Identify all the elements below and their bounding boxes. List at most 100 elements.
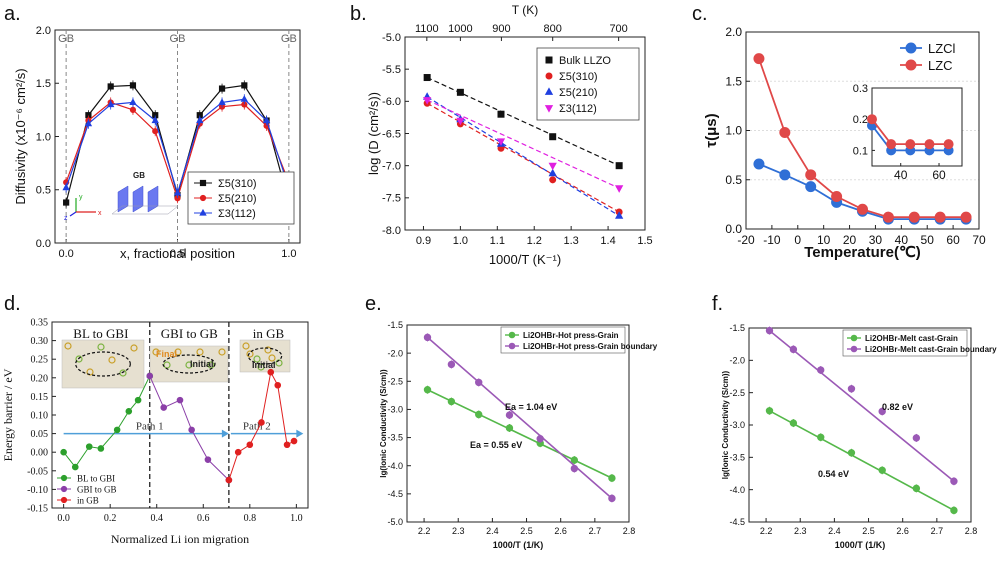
x-axis-title: 1000/T (K⁻¹) [489,252,561,267]
data-point [456,117,465,126]
x-tick-label: 2.6 [554,526,567,536]
x-tick-label: 50 [921,233,935,247]
x-tick-label: 1.1 [490,235,505,247]
data-point [805,181,817,193]
data-point [267,368,275,376]
x-axis-title: x, fractional position [120,246,235,261]
inset-data-point [924,139,935,150]
y-tick-label: -4.5 [729,517,745,527]
legend-label: Σ3(112) [218,208,256,220]
top-tick-label: 700 [609,23,627,35]
panel-c: c. -20 -10 0 10 20 30 40 50 60 70 0.0 0.5 1.0 1.5 2.0 0.… [692,3,986,261]
data-point [125,407,133,415]
x-tick-label: 1.2 [527,235,542,247]
legend-marker [545,56,553,64]
legend-label: Bulk LLZO [559,55,611,67]
data-point [240,95,249,102]
y-tick-label: -6.0 [382,96,401,108]
y-axis-title: Energy barrier / eV [1,368,15,461]
legend-marker [60,496,68,504]
data-point [218,98,226,105]
legend-marker [60,474,68,482]
top-tick-label: 1000 [448,23,472,35]
legend-marker [545,72,553,80]
x-tick-label: 0.0 [57,513,70,524]
x-tick-label: 0.8 [244,513,257,524]
y-tick-label: -7.5 [382,193,401,205]
y-tick-label: 2.0 [725,25,742,39]
data-point [113,426,121,434]
y-tick-label: -2.5 [387,376,403,386]
x-tick-label: 2.3 [794,526,807,536]
gb-block [132,185,144,213]
data-point [423,74,431,82]
inset-initial-label: Initial [190,359,214,369]
gb-inset: GB y z x [64,171,179,222]
data-point [779,126,791,138]
data-point [151,116,159,124]
y-tick-label: -3.0 [729,420,745,430]
data-point [225,476,233,484]
atom-ring [152,348,160,356]
atom-ring [257,363,265,371]
panel-label: e. [365,293,382,315]
y-tick-label: -6.5 [382,128,401,140]
y-tick-label: 0.0 [36,238,51,250]
atom-ring [253,355,261,363]
y-axis-title: lg(Ionic Conductivity (S/cm)) [721,370,730,479]
axis-z-arrow [69,211,77,217]
data-point [176,396,184,404]
x-axis-title: 1000/T (1/K) [835,540,886,550]
x-tick-label: 2.8 [965,526,978,536]
data-point [196,116,204,124]
inset-x-tick-label: 40 [894,168,908,182]
atom-ring [86,368,94,376]
legend-label: Σ3(112) [559,103,597,115]
y-tick-label: 0.35 [31,318,49,329]
y-tick-label: 0.30 [31,336,49,347]
data-point [817,366,825,374]
legend-box [536,47,640,121]
region-label: BL to GBI [73,326,128,341]
legend-marker [905,42,917,54]
data-point [831,190,843,202]
y-tick-label: -3.5 [387,433,403,443]
legend-box [842,329,968,357]
y-tick-label: 0.0 [725,222,742,236]
legend-marker [60,485,68,493]
legend-label: LZC [928,58,953,73]
series-line [149,375,230,481]
data-point [882,211,894,223]
data-point [262,116,271,124]
panel-b: b. 0.9 1.0 1.1 1.2 1.3 1.4 1.5 -5.0 -5.5 -6.0 -6.5 -… [350,3,653,267]
data-point [934,211,946,223]
x-tick-label: 1.0 [453,235,468,247]
data-point [218,85,226,92]
data-point [60,448,67,456]
inset-gb-label: GB [133,171,145,180]
inset-y-tick-label: 0.3 [853,83,868,95]
data-point [912,434,921,442]
data-point [246,441,254,449]
x-tick-label: 2.7 [589,526,602,536]
data-point [536,434,544,443]
panel-label: c. [692,3,708,25]
migration-ellipse [162,354,216,374]
inset-data-point [943,139,954,150]
data-point [789,419,798,427]
legend-marker [199,194,207,202]
data-point [188,426,195,434]
atom-ring [268,354,276,362]
fit-line [426,96,620,217]
data-point [234,448,242,456]
gb-base [111,205,179,215]
y-tick-label: -4.5 [387,489,403,499]
top-axis-title: T (K) [512,3,538,17]
legend-label: Li2OHBr-Hot press-Grain [523,331,619,340]
x-tick-label: 10 [817,233,831,247]
top-tick-label: 800 [544,23,562,35]
legend-marker [508,342,516,350]
x-tick-label: 2.5 [520,526,533,536]
atom-ring [185,361,193,369]
path2-arrowhead [296,429,304,438]
